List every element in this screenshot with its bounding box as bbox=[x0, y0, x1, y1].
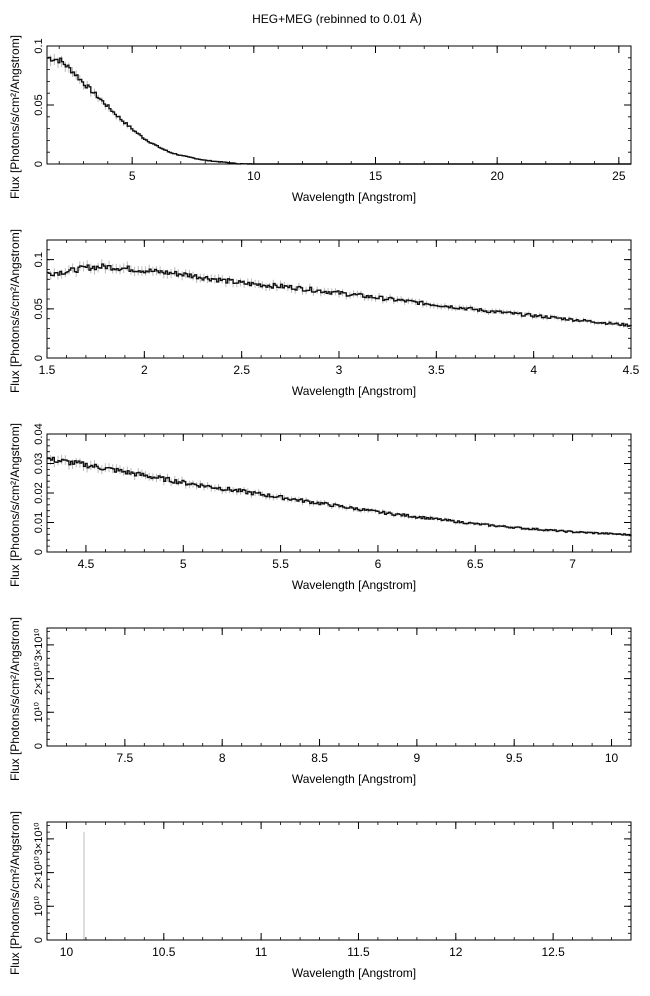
x-minor-ticks bbox=[46, 240, 632, 358]
x-tick-label: 10.5 bbox=[152, 945, 176, 959]
x-axis-label: Wavelength [Angstrom] bbox=[292, 190, 416, 204]
y-tick-label: 10¹⁰ bbox=[33, 702, 45, 723]
x-tick-label: 7 bbox=[569, 557, 576, 571]
data-series bbox=[46, 453, 632, 537]
x-tick-label: 3 bbox=[336, 363, 343, 377]
y-axis-label: Flux [Photons/s/cm²/Angstrom] bbox=[8, 423, 22, 587]
y-tick-label: 0.05 bbox=[33, 298, 45, 319]
series-line bbox=[47, 456, 632, 537]
y-tick-label: 3×10¹⁰ bbox=[33, 822, 45, 855]
x-tick-label: 10 bbox=[247, 169, 261, 183]
y-tick-label: 0 bbox=[33, 161, 45, 167]
y-tick-label: 3×10¹⁰ bbox=[33, 628, 45, 661]
y-axis-label: Flux [Photons/s/cm²/Angstrom] bbox=[8, 35, 22, 199]
y-minor-ticks bbox=[47, 239, 631, 359]
y-axis-label: Flux [Photons/s/cm²/Angstrom] bbox=[8, 617, 22, 781]
x-tick-label: 6 bbox=[375, 557, 382, 571]
y-tick-label: 0.05 bbox=[33, 94, 45, 115]
plot-frame bbox=[46, 627, 632, 747]
x-tick-label: 4.5 bbox=[78, 557, 95, 571]
x-tick-label: 11 bbox=[255, 945, 268, 959]
x-axis-label: Wavelength [Angstrom] bbox=[292, 578, 416, 592]
x-tick-label: 4 bbox=[530, 363, 537, 377]
y-tick-label: 0 bbox=[33, 937, 45, 943]
x-minor-ticks bbox=[46, 434, 632, 552]
x-tick-label: 15 bbox=[369, 169, 383, 183]
x-tick-label: 3.5 bbox=[428, 363, 445, 377]
series-line bbox=[47, 56, 631, 165]
error-bars bbox=[46, 52, 252, 164]
x-tick-label: 2 bbox=[141, 363, 148, 377]
x-axis-label: Wavelength [Angstrom] bbox=[292, 384, 416, 398]
chart-panel-2: 1.5 2 2.5 3 3.5 4 4.5 0 0.05 0.1 Wavelength [Angst… bbox=[8, 229, 640, 398]
x-axis-label: Wavelength [Angstrom] bbox=[292, 772, 416, 786]
x-tick-label: 10 bbox=[60, 945, 74, 959]
x-tick-label: 25 bbox=[612, 169, 626, 183]
x-tick-label: 20 bbox=[490, 169, 504, 183]
y-minor-ticks bbox=[47, 45, 631, 165]
x-tick-label: 9 bbox=[414, 751, 421, 765]
x-tick-label: 2.5 bbox=[233, 363, 250, 377]
x-tick-label: 11.5 bbox=[347, 945, 370, 959]
x-tick-label: 8.5 bbox=[311, 751, 328, 765]
y-tick-label: 2×10¹⁰ bbox=[33, 856, 45, 889]
data-series bbox=[46, 52, 631, 165]
series-line bbox=[47, 263, 632, 327]
y-tick-label: 0 bbox=[33, 549, 45, 555]
data-series bbox=[46, 259, 632, 329]
plot-frame bbox=[46, 433, 632, 553]
y-axis-label: Flux [Photons/s/cm²/Angstrom] bbox=[8, 229, 22, 393]
plot-frame bbox=[46, 45, 632, 165]
plot-frame bbox=[46, 239, 632, 359]
x-tick-label: 12 bbox=[449, 945, 463, 959]
x-tick-label: 1.5 bbox=[39, 363, 56, 377]
x-minor-ticks bbox=[46, 822, 632, 940]
y-axis-label: Flux [Photons/s/cm²/Angstrom] bbox=[8, 811, 22, 975]
x-tick-label: 9.5 bbox=[506, 751, 523, 765]
y-tick-label: 0.1 bbox=[33, 38, 45, 53]
x-tick-label: 4.5 bbox=[623, 363, 640, 377]
x-minor-ticks bbox=[58, 46, 620, 164]
y-tick-label: 10¹⁰ bbox=[33, 896, 45, 917]
chart-panel-1: 5 10 15 20 25 0 0.05 0.1 Wavelength [Angstrom] Fl… bbox=[8, 35, 632, 204]
error-bars bbox=[46, 453, 632, 537]
x-tick-label: 12.5 bbox=[541, 945, 565, 959]
y-tick-label: 0.02 bbox=[33, 482, 45, 503]
y-minor-ticks bbox=[47, 825, 631, 941]
x-minor-ticks bbox=[46, 628, 632, 746]
y-tick-label: 0.03 bbox=[33, 453, 45, 474]
x-axis-label: Wavelength [Angstrom] bbox=[292, 966, 416, 980]
x-tick-label: 7.5 bbox=[117, 751, 134, 765]
x-tick-label: 8 bbox=[219, 751, 226, 765]
y-tick-label: 2×10¹⁰ bbox=[33, 662, 45, 695]
y-minor-ticks bbox=[47, 433, 631, 553]
y-minor-ticks bbox=[47, 631, 631, 747]
x-tick-label: 5 bbox=[180, 557, 187, 571]
y-tick-label: 0.01 bbox=[33, 512, 45, 533]
x-tick-label: 10 bbox=[605, 751, 619, 765]
x-tick-label: 5.5 bbox=[272, 557, 289, 571]
x-tick-label: 6.5 bbox=[467, 557, 484, 571]
y-tick-label: 0 bbox=[33, 743, 45, 749]
plot-frame bbox=[46, 821, 632, 941]
y-tick-label: 0.04 bbox=[33, 423, 45, 444]
figure-title: HEG+MEG (rebinned to 0.01 Å) bbox=[252, 11, 422, 26]
y-tick-label: 0 bbox=[33, 355, 45, 361]
chart-panel-3: 4.5 5 5.5 6 6.5 7 0 0.01 0.02 0.03 0.04 Wavelength … bbox=[8, 423, 632, 592]
x-tick-label: 5 bbox=[129, 169, 136, 183]
y-tick-label: 0.1 bbox=[33, 252, 45, 267]
